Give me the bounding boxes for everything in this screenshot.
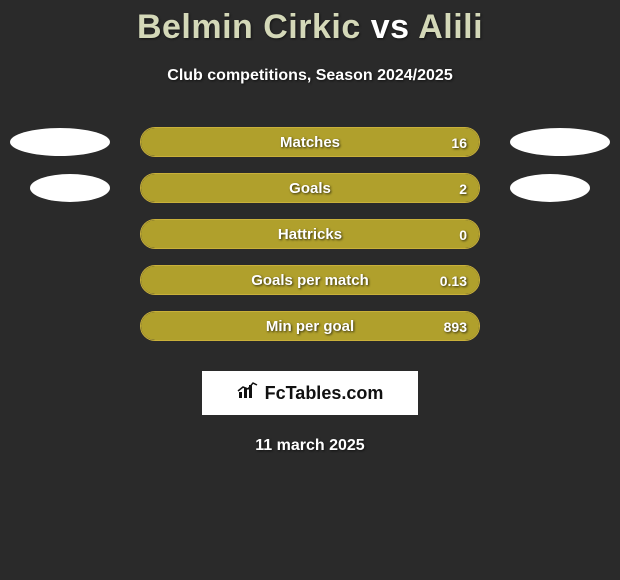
stat-label: Matches	[141, 128, 479, 157]
right-blob	[510, 128, 610, 156]
player2-name: Alili	[418, 8, 483, 46]
stat-row: Hattricks 0	[0, 219, 620, 249]
stat-value: 0	[459, 220, 467, 249]
stat-rows: Matches 16 Goals 2 Hattricks 0	[0, 127, 620, 341]
vs-text: vs	[371, 8, 410, 46]
stat-row: Min per goal 893	[0, 311, 620, 341]
stat-value: 2	[459, 174, 467, 203]
stat-bar: Min per goal 893	[140, 311, 480, 341]
left-blob	[30, 174, 110, 202]
stat-bar: Matches 16	[140, 127, 480, 157]
comparison-infographic: Belmin Cirkic vs Alili Club competitions…	[0, 0, 620, 580]
stat-row: Goals per match 0.13	[0, 265, 620, 295]
stat-label: Goals per match	[141, 266, 479, 295]
stat-row: Matches 16	[0, 127, 620, 157]
chart-icon	[237, 382, 259, 405]
brand-text: FcTables.com	[265, 383, 384, 404]
stat-label: Goals	[141, 174, 479, 203]
stat-label: Min per goal	[141, 312, 479, 341]
right-blob	[510, 174, 590, 202]
stat-row: Goals 2	[0, 173, 620, 203]
stat-value: 0.13	[440, 266, 467, 295]
brand-logo: FcTables.com	[202, 371, 418, 415]
left-blob	[10, 128, 110, 156]
stat-bar: Goals 2	[140, 173, 480, 203]
stat-bar: Goals per match 0.13	[140, 265, 480, 295]
page-title: Belmin Cirkic vs Alili	[0, 0, 620, 47]
subtitle: Club competitions, Season 2024/2025	[0, 67, 620, 85]
player1-name: Belmin Cirkic	[137, 8, 361, 46]
stat-value: 893	[444, 312, 467, 341]
date-text: 11 march 2025	[0, 437, 620, 455]
stat-value: 16	[451, 128, 467, 157]
stat-bar: Hattricks 0	[140, 219, 480, 249]
stat-label: Hattricks	[141, 220, 479, 249]
